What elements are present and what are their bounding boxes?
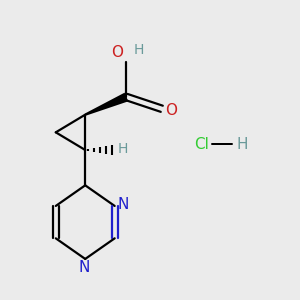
Text: N: N bbox=[78, 260, 89, 275]
Text: H: H bbox=[134, 43, 144, 57]
Text: H: H bbox=[237, 136, 248, 152]
Text: Cl: Cl bbox=[194, 136, 209, 152]
Text: O: O bbox=[112, 45, 124, 60]
Text: N: N bbox=[118, 197, 129, 212]
Polygon shape bbox=[85, 93, 128, 116]
Text: H: H bbox=[118, 142, 128, 155]
Text: O: O bbox=[165, 103, 177, 118]
